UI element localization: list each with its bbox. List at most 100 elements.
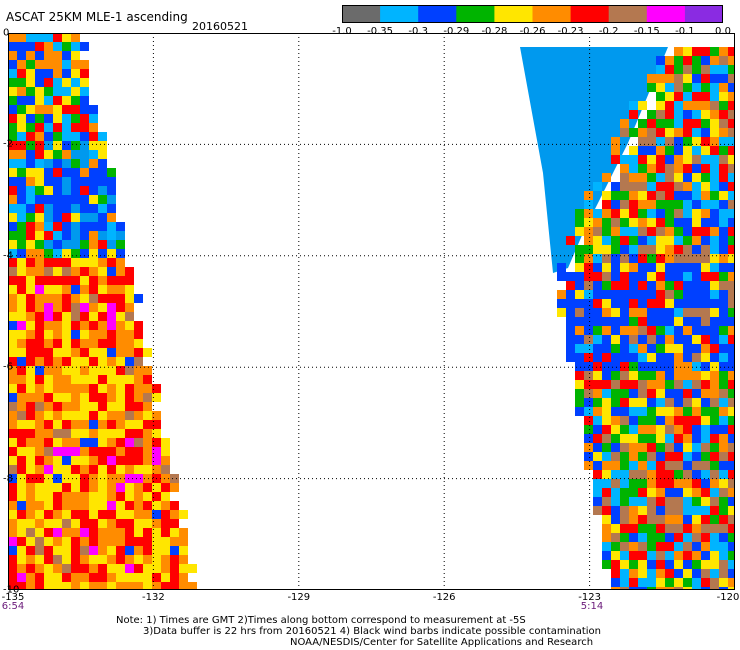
swath-cell [62, 168, 71, 177]
swath-cell [683, 425, 692, 434]
swath-cell [53, 69, 62, 78]
swath-cell [692, 335, 701, 344]
swath-cell [161, 546, 170, 555]
swath-cell [170, 582, 179, 590]
swath-cell [647, 146, 656, 155]
swath-cell [620, 506, 629, 515]
swath-cell [719, 560, 728, 569]
swath-cell [611, 425, 620, 434]
swath-cell [62, 33, 71, 42]
swath-cell [647, 263, 656, 272]
swath-cell [107, 312, 116, 321]
swath-cell [719, 470, 728, 479]
swath-cell [35, 501, 44, 510]
swath-cell [44, 87, 53, 96]
swath-cell [701, 272, 710, 281]
swath-cell [98, 456, 107, 465]
swath-cell [98, 384, 107, 393]
swath-cell [17, 204, 26, 213]
swath-cell [701, 245, 710, 254]
colorbar-label: -0.3 [408, 26, 428, 37]
swath-cell [107, 582, 116, 590]
swath-cell [593, 371, 602, 380]
swath-cell [62, 195, 71, 204]
swath-cell [44, 375, 53, 384]
swath-cell [719, 326, 728, 335]
swath-cell [701, 110, 710, 119]
swath-cell [584, 299, 593, 308]
swath-cell [674, 434, 683, 443]
swath-cell [80, 348, 89, 357]
swath-cell [8, 132, 17, 141]
swath-cell [602, 425, 611, 434]
swath-cell [98, 132, 107, 141]
swath-cell [35, 393, 44, 402]
swath-cell [71, 357, 80, 366]
swath-cell [611, 218, 620, 227]
swath-cell [674, 524, 683, 533]
swath-cell [638, 452, 647, 461]
swath-cell [629, 371, 638, 380]
swath-cell [674, 182, 683, 191]
swath-cell [107, 285, 116, 294]
swath-cell [701, 299, 710, 308]
swath-cell [71, 474, 80, 483]
swath-cell [602, 524, 611, 533]
swath-cell [629, 317, 638, 326]
swath-cell [674, 560, 683, 569]
swath-cell [620, 479, 629, 488]
swath-cell [584, 335, 593, 344]
swath-cell [719, 578, 728, 587]
swath-cell [62, 375, 71, 384]
swath-cell [683, 227, 692, 236]
swath-cell [665, 380, 674, 389]
swath-cell [26, 168, 35, 177]
swath-cell [98, 321, 107, 330]
swath-cell [701, 137, 710, 146]
swath-cell [701, 146, 710, 155]
swath-cell [719, 245, 728, 254]
swath-cell [710, 542, 719, 551]
swath-cell [8, 321, 17, 330]
swath-cell [728, 110, 735, 119]
swath-cell [710, 290, 719, 299]
swath-cell [35, 285, 44, 294]
swath-cell [701, 587, 710, 590]
swath-cell [665, 299, 674, 308]
swath-cell [665, 479, 674, 488]
swath-cell [719, 74, 728, 83]
swath-cell [80, 150, 89, 159]
note-line-2: 3)Data buffer is 22 hrs from 20160521 4)… [143, 626, 601, 637]
swath-cell [620, 425, 629, 434]
swath-cell [692, 416, 701, 425]
swath-cell [701, 209, 710, 218]
swath-cell [26, 384, 35, 393]
swath-cell [26, 267, 35, 276]
swath-cell [710, 479, 719, 488]
swath-cell [35, 42, 44, 51]
swath-cell [719, 155, 728, 164]
swath-cell [35, 186, 44, 195]
swath-cell [71, 312, 80, 321]
swath-cell [26, 123, 35, 132]
swath-cell [665, 164, 674, 173]
swath-cell [620, 578, 629, 587]
swath-cell [89, 258, 98, 267]
swath-cell [62, 564, 71, 573]
swath-cell [701, 101, 710, 110]
swath-cell [692, 128, 701, 137]
swath-cell [647, 191, 656, 200]
swath-cell [656, 119, 665, 128]
swath-cell [611, 290, 620, 299]
swath-cell [80, 42, 89, 51]
swath-cell [710, 92, 719, 101]
swath-cell [656, 398, 665, 407]
swath-cell [134, 582, 143, 590]
swath-cell [98, 285, 107, 294]
swath-cell [719, 317, 728, 326]
swath-cell [692, 155, 701, 164]
swath-cell [611, 182, 620, 191]
swath-cell [62, 177, 71, 186]
swath-cell [710, 407, 719, 416]
swath-cell [593, 227, 602, 236]
